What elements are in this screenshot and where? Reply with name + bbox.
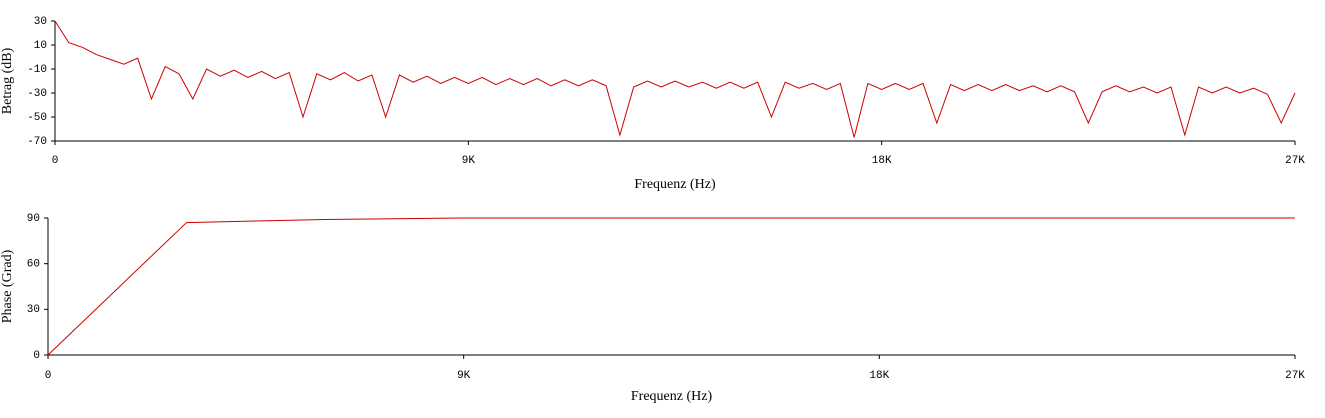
y-axis-label: Phase (Grad) xyxy=(0,249,15,323)
data-line xyxy=(47,217,1295,356)
x-tick-label: 9K xyxy=(457,370,471,382)
x-tick-label: 9K xyxy=(462,155,476,167)
y-tick-label: 10 xyxy=(34,40,47,52)
x-tick-label: 0 xyxy=(45,370,52,382)
x-tick-label: 0 xyxy=(52,155,59,167)
y-tick-label: -70 xyxy=(27,136,47,148)
x-tick-label: 27K xyxy=(1285,370,1305,382)
y-axis-label: Betrag (dB) xyxy=(0,47,15,114)
x-axis-label: Frequenz (Hz) xyxy=(631,389,713,404)
x-tick-label: 18K xyxy=(869,370,889,382)
y-tick-label: 90 xyxy=(27,213,40,225)
x-axis-label: Frequenz (Hz) xyxy=(634,177,716,192)
x-tick-label: 18K xyxy=(872,155,892,167)
y-tick-label: 30 xyxy=(34,16,47,28)
y-tick-label: -50 xyxy=(27,112,47,124)
y-tick-label: -10 xyxy=(27,64,47,76)
y-tick-label: -30 xyxy=(27,88,47,100)
y-tick-label: 30 xyxy=(27,304,40,316)
y-tick-label: 60 xyxy=(27,259,40,271)
data-line xyxy=(54,20,1296,138)
x-tick-label: 27K xyxy=(1285,155,1305,167)
y-tick-label: 0 xyxy=(33,350,40,362)
